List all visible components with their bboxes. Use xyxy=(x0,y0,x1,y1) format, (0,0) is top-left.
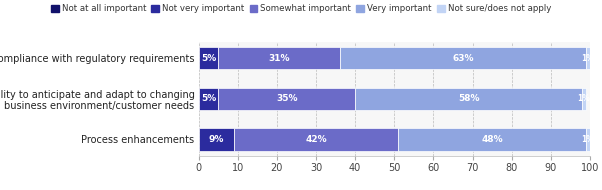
Text: 58%: 58% xyxy=(458,94,479,103)
Bar xyxy=(340,47,586,69)
Text: 31%: 31% xyxy=(268,54,290,63)
Bar xyxy=(199,47,218,69)
Text: 9%: 9% xyxy=(208,135,224,144)
Bar xyxy=(582,88,586,110)
Legend: Not at all important, Not very important, Somewhat important, Very important, No: Not at all important, Not very important… xyxy=(51,4,551,13)
Text: 42%: 42% xyxy=(305,135,327,144)
Bar xyxy=(399,128,586,151)
Text: 63%: 63% xyxy=(452,54,474,63)
Bar xyxy=(199,88,218,110)
Text: 48%: 48% xyxy=(482,135,503,144)
Bar xyxy=(234,128,399,151)
Text: 5%: 5% xyxy=(201,54,216,63)
Text: 5%: 5% xyxy=(201,94,216,103)
Bar xyxy=(199,128,234,151)
Bar xyxy=(586,128,590,151)
Bar xyxy=(355,88,582,110)
Bar xyxy=(218,47,340,69)
Text: 1%: 1% xyxy=(582,135,594,144)
Text: 1%: 1% xyxy=(582,54,594,63)
Bar xyxy=(586,47,590,69)
Bar xyxy=(218,88,355,110)
Text: 1%: 1% xyxy=(578,94,591,103)
Text: 35%: 35% xyxy=(276,94,297,103)
